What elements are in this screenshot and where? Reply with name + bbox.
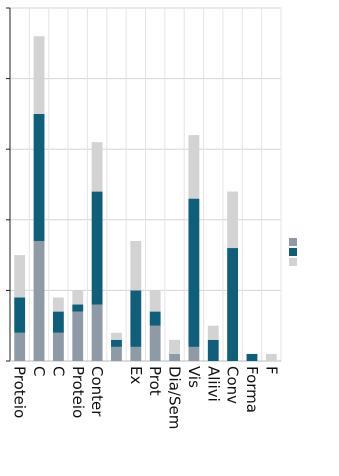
bar-segment-s3-c2	[33, 36, 45, 114]
legend-swatch-2	[289, 248, 297, 256]
bar-segment-s1-c2	[33, 240, 45, 361]
bar-segment-s3-c3	[52, 297, 64, 312]
bar-segment-s2-c7	[130, 290, 142, 347]
category-label: Proteio	[11, 366, 29, 418]
bar-segment-s3-c9	[169, 339, 180, 354]
category-label: Prot	[146, 366, 164, 396]
category-label: Dia/Sem	[166, 366, 184, 429]
bar-segment-s3-c4	[72, 290, 84, 305]
bar-segment-s2-c8	[149, 311, 161, 326]
category-label: Ex	[127, 366, 145, 384]
bar-segment-s3-c1	[14, 255, 26, 298]
bar-segment-s1-c10	[188, 346, 200, 361]
bar-segment-s3-c12	[227, 191, 239, 249]
bar-segment-s1-c7	[130, 346, 142, 361]
bar-segment-s1-c9	[169, 353, 180, 361]
bar-segment-s3-c10	[188, 135, 200, 199]
category-label: F	[262, 366, 280, 375]
category-label: C	[49, 366, 67, 376]
bar-segment-s3-c14	[265, 353, 277, 361]
legend-swatch-1	[289, 238, 297, 246]
bars	[14, 36, 277, 361]
category-label: Aliivi	[204, 366, 222, 402]
bar-segment-s3-c5	[91, 142, 103, 192]
legend-swatch-3	[289, 258, 297, 266]
bar-segment-s1-c5	[91, 304, 103, 361]
bar-segment-s3-c7	[130, 240, 142, 291]
bar-segment-s3-c11	[207, 325, 219, 340]
bar-segment-s2-c3	[52, 311, 64, 333]
bar-segment-s1-c3	[52, 332, 64, 361]
bar-segment-s2-c11	[207, 339, 219, 361]
category-label: Forma	[243, 366, 261, 413]
category-label: Vis	[185, 366, 203, 388]
category-label: Conter	[88, 366, 106, 417]
category-label: Conv	[224, 366, 242, 404]
bar-segment-s1-c1	[14, 332, 26, 361]
bar-segment-s1-c4	[72, 311, 84, 361]
bar-segment-s3-c8	[149, 290, 161, 312]
bar-segment-s2-c4	[72, 304, 84, 312]
legend	[289, 238, 297, 266]
bar-segment-s2-c13	[246, 353, 258, 361]
bar-segment-s2-c12	[227, 248, 239, 361]
bar-segment-s1-c8	[149, 325, 161, 361]
category-label: C	[30, 366, 48, 376]
bar-segment-s2-c2	[33, 113, 45, 241]
bar-segment-s2-c10	[188, 198, 200, 347]
category-labels: Proteio C C Proteio Conter Ex Prot Dia/Sem Vis Al…	[11, 366, 281, 429]
category-label: Proteio	[69, 366, 87, 418]
bar-segment-s2-c5	[91, 191, 103, 305]
bar-segment-s3-c6	[111, 332, 122, 340]
bar-segment-s1-c6	[111, 346, 122, 361]
bar-segment-s2-c6	[111, 339, 122, 347]
bar-segment-s2-c1	[14, 297, 26, 333]
grid-lines	[6, 7, 282, 362]
